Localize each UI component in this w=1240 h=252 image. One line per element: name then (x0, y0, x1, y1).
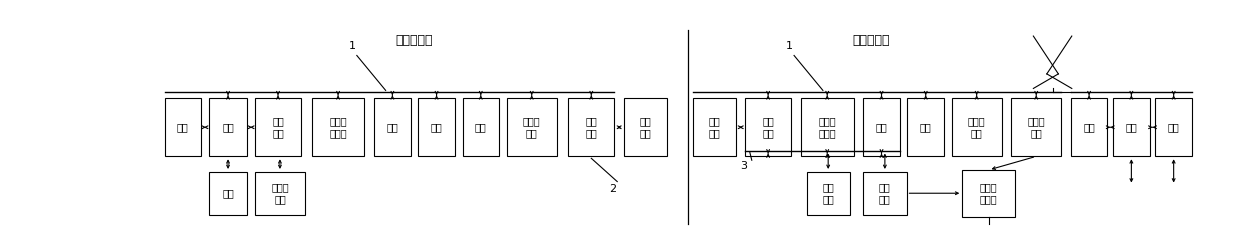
Text: 控制: 控制 (222, 122, 234, 132)
Text: 热控: 热控 (387, 122, 398, 132)
Text: 回收与
着陆: 回收与 着陆 (272, 182, 289, 204)
Text: 乘员: 乘员 (875, 122, 888, 132)
Bar (1114, 98, 1149, 156)
Text: 电源: 电源 (222, 188, 234, 198)
Text: 环控与
生保: 环控与 生保 (1028, 116, 1045, 138)
Bar (801, 98, 853, 156)
Text: 1: 1 (348, 41, 356, 51)
Text: 热控: 热控 (920, 122, 931, 132)
Text: 遥测遥
控链路: 遥测遥 控链路 (980, 182, 997, 204)
Bar (863, 172, 906, 215)
Bar (507, 98, 557, 156)
Bar (208, 98, 247, 156)
Text: 遥测遥
控链路: 遥测遥 控链路 (330, 116, 347, 138)
Bar (951, 98, 1002, 156)
Bar (693, 98, 737, 156)
Bar (1156, 98, 1192, 156)
Text: 试验
装置: 试验 装置 (822, 182, 835, 204)
Text: 对接
机构: 对接 机构 (709, 116, 720, 138)
Bar (255, 172, 305, 215)
Text: 3: 3 (740, 161, 748, 171)
Text: 控制: 控制 (1126, 122, 1137, 132)
Text: 有效
载荷: 有效 载荷 (879, 182, 890, 204)
Text: 对接航天器: 对接航天器 (396, 34, 433, 47)
Bar (806, 172, 849, 215)
Bar (1071, 98, 1107, 156)
Text: 目标航天器: 目标航天器 (852, 34, 889, 47)
Bar (374, 98, 410, 156)
Bar (908, 98, 944, 156)
Text: 空间技
术试验: 空间技 术试验 (818, 116, 836, 138)
Bar (624, 98, 667, 156)
Bar (1012, 98, 1061, 156)
Text: 环控: 环控 (475, 122, 486, 132)
Text: 数据
管理: 数据 管理 (585, 116, 598, 138)
Bar (418, 98, 455, 156)
Bar (568, 98, 614, 156)
Bar (255, 98, 301, 156)
Text: 仪表与
照明: 仪表与 照明 (968, 116, 986, 138)
Text: 电源: 电源 (1168, 122, 1179, 132)
Bar (745, 98, 791, 156)
Text: 数据
管理: 数据 管理 (763, 116, 774, 138)
Bar (962, 170, 1016, 216)
Text: 应急
救生: 应急 救生 (272, 116, 284, 138)
Bar (208, 172, 247, 215)
Text: 乘员: 乘员 (430, 122, 443, 132)
Text: 推进: 推进 (177, 122, 188, 132)
Text: 推进: 推进 (1084, 122, 1095, 132)
Bar (311, 98, 365, 156)
Text: 仪表与
照明: 仪表与 照明 (523, 116, 541, 138)
Bar (463, 98, 498, 156)
Text: 2: 2 (609, 184, 616, 194)
Bar (165, 98, 201, 156)
Bar (863, 98, 900, 156)
Text: 对接
机构: 对接 机构 (640, 116, 651, 138)
Text: 1: 1 (786, 41, 792, 51)
